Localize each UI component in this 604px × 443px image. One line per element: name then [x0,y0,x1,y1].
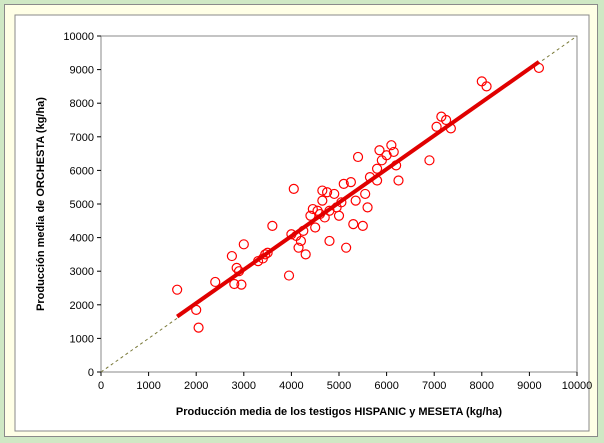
data-point [295,235,307,247]
y-tick-label: 6000 [70,165,94,177]
data-point [226,250,237,262]
data-point [288,183,299,194]
data-point [236,279,247,290]
data-point [283,270,295,281]
y-tick-label: 2000 [70,300,94,312]
y-axis: 0 1000 2000 3000 4000 5000 6000 7000 8000 9000 100… [63,31,101,379]
data-point [172,284,183,295]
x-tick-label: 3000 [232,380,256,392]
y-tick-label: 1000 [70,333,94,345]
data-points [172,62,545,333]
y-tick-label: 8000 [70,98,94,110]
data-point [386,140,397,151]
data-point [348,219,359,230]
data-point [371,163,383,174]
x-tick-label: 8000 [470,380,494,392]
x-axis: 0 1000 2000 3000 4000 5000 6000 7000 8000 9000 100… [98,372,592,392]
data-point [357,220,368,231]
x-tick-label: 7000 [422,380,446,392]
x-tick-label: 1000 [136,380,160,392]
data-point [267,220,278,231]
data-point [374,145,385,156]
y-tick-label: 5000 [70,199,94,211]
data-point [362,202,373,213]
chart-frame: 0 1000 2000 3000 4000 5000 6000 7000 8000 9000 100… [4,4,598,437]
data-point [424,155,435,166]
y-tick-label: 0 [88,367,94,379]
regression-line [176,60,541,319]
x-tick-label: 2000 [184,380,208,392]
y-axis-title: Producción media de ORCHESTA (kg/ha) [35,97,47,311]
x-tick-label: 4000 [279,380,303,392]
data-point [441,114,452,126]
y-tick-label: 7000 [70,132,94,144]
data-point [352,151,364,163]
data-point [324,235,335,247]
data-point [262,247,273,258]
x-tick-label: 6000 [374,380,398,392]
data-point [393,175,404,186]
x-tick-label: 5000 [327,380,351,392]
fit-line-group [176,60,541,319]
data-point [317,195,328,206]
data-point [431,121,442,132]
data-point [329,188,340,200]
x-tick-label: 10000 [562,380,593,392]
data-point [305,210,316,221]
data-point [481,81,492,92]
x-tick-label: 9000 [517,380,541,392]
data-point [317,185,328,196]
data-point [238,239,249,250]
data-point [307,203,318,215]
y-tick-label: 9000 [70,65,94,77]
data-point [341,242,352,253]
data-point [388,146,399,158]
y-tick-label: 4000 [70,233,94,245]
y-tick-label: 3000 [70,266,94,278]
data-point [350,195,361,206]
x-tick-label: 0 [98,380,104,392]
data-point [338,178,349,189]
data-point [345,177,356,188]
y-tick-label: 10000 [63,31,94,43]
data-point [193,322,204,333]
data-point [300,249,311,260]
data-point [260,249,271,260]
data-point [210,276,221,288]
data-point [333,210,345,221]
data-point [312,205,323,216]
data-point [229,278,240,290]
data-point [322,187,333,198]
x-axis-title: Producción media de los testigos HISPANI… [176,406,503,418]
data-point [293,242,304,253]
data-point [360,188,371,200]
data-point [310,222,321,233]
scatter-chart: 0 1000 2000 3000 4000 5000 6000 7000 8000 9000 100… [14,14,592,432]
